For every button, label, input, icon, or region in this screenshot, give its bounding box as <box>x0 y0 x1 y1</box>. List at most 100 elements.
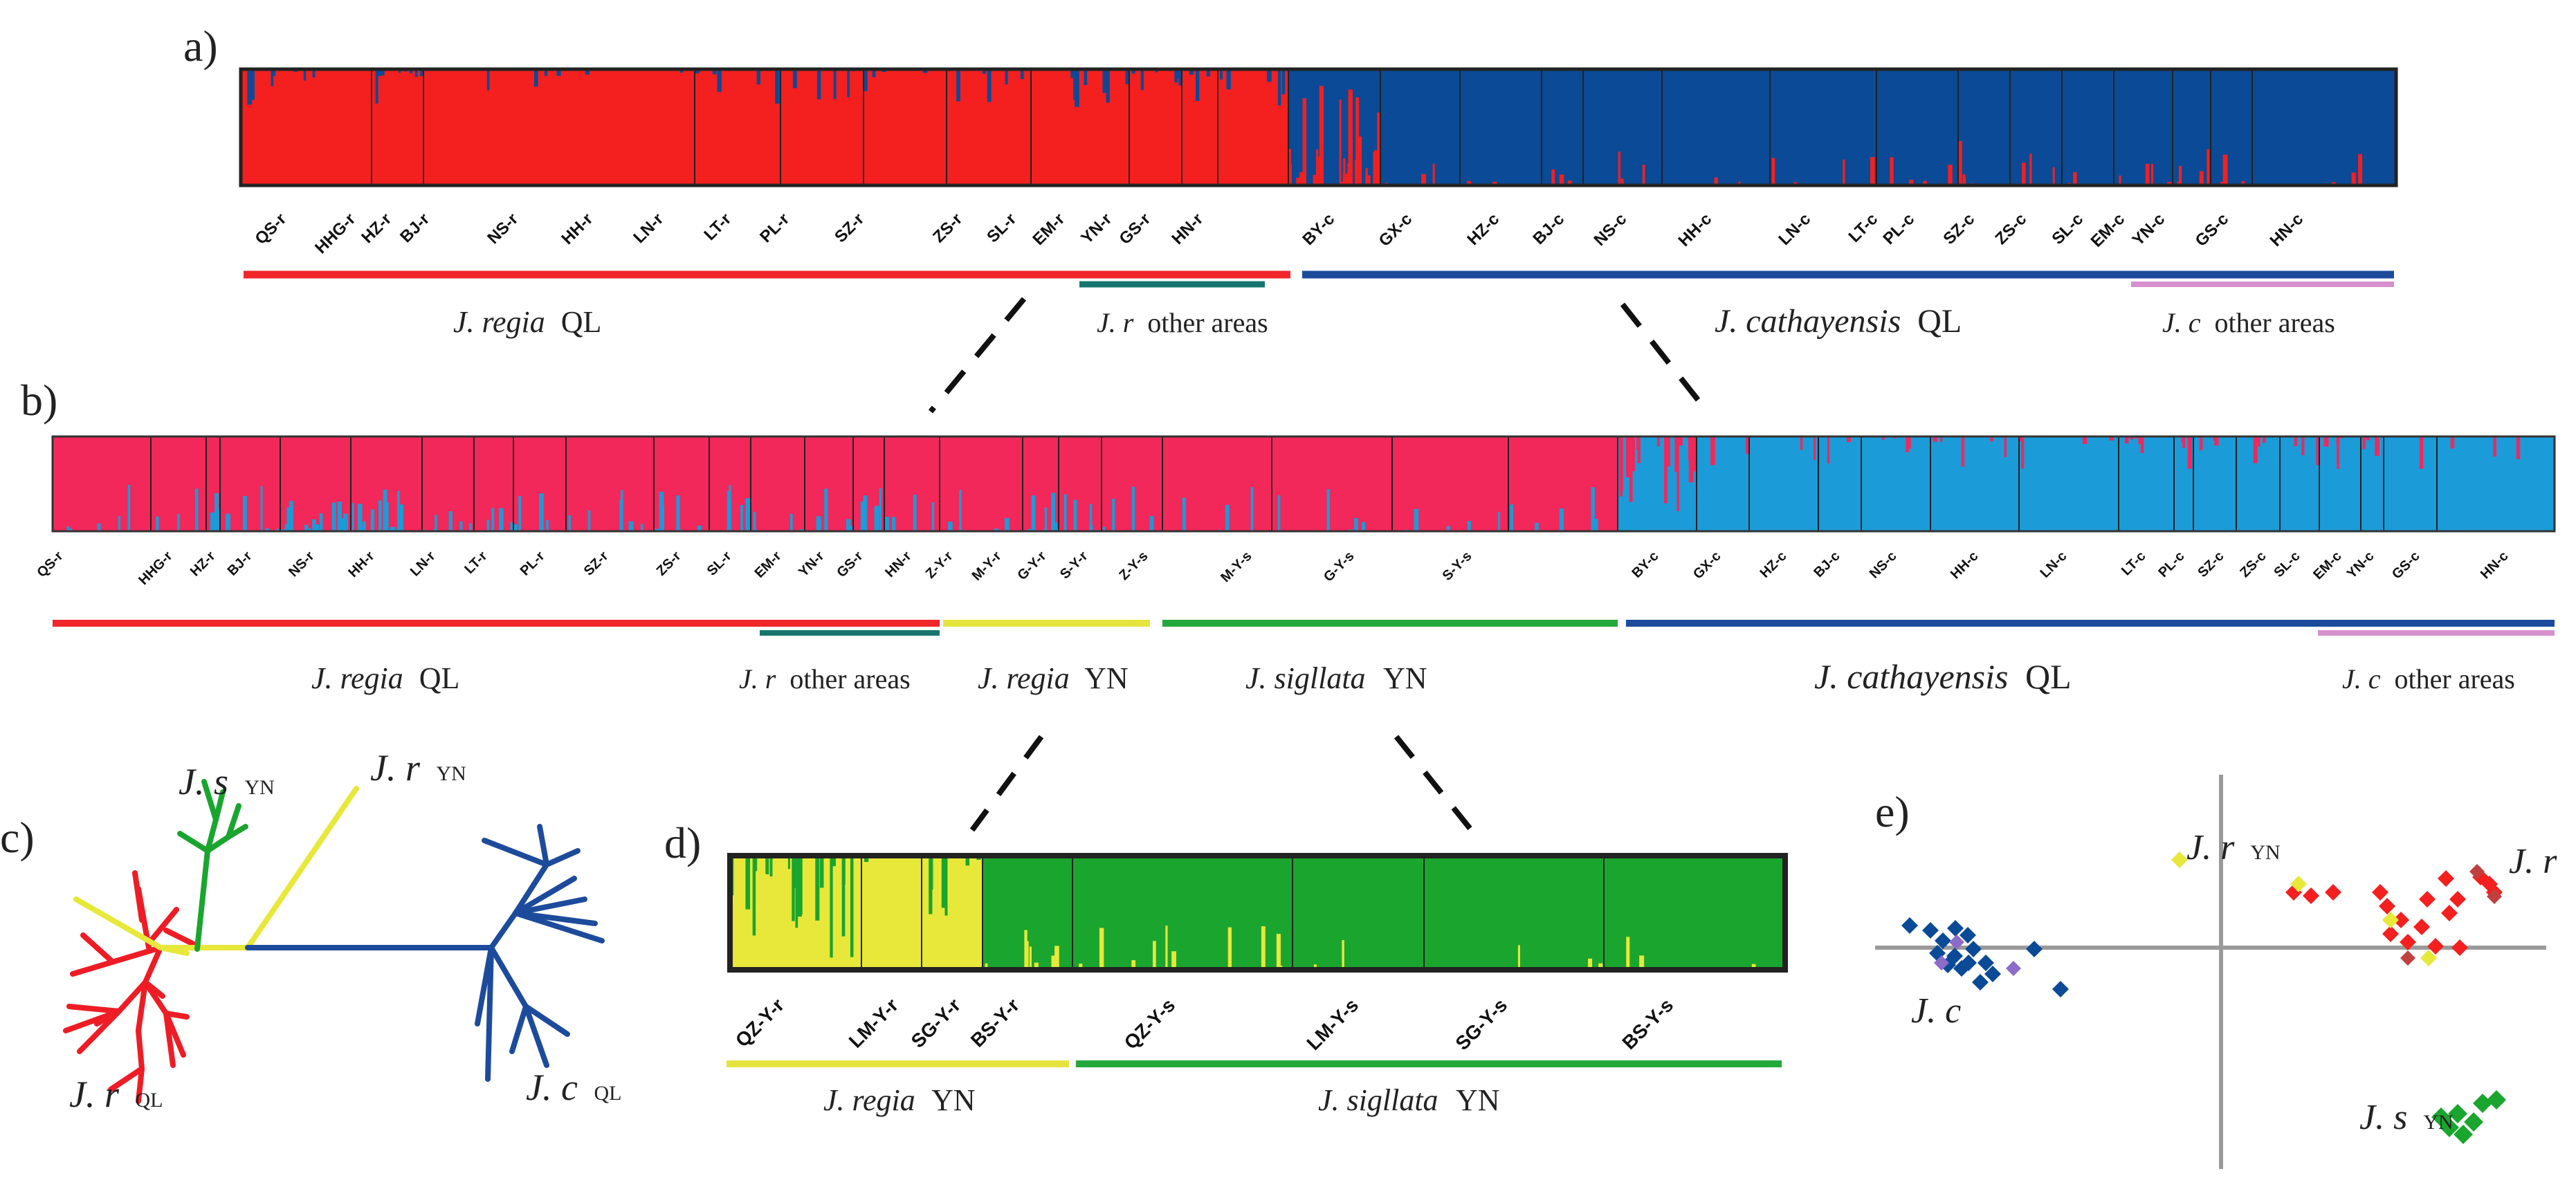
admixture-bar <box>118 516 120 531</box>
structure-segment <box>1182 69 1218 185</box>
admixture-bar <box>2294 436 2298 446</box>
admixture-bar <box>2140 436 2144 453</box>
admixture-bar <box>1688 436 1694 483</box>
structure-segment <box>1542 69 1583 185</box>
label-italic: J. c <box>2162 307 2201 338</box>
label-italic: J. c <box>526 1067 578 1108</box>
pop-label: S-Y-s <box>1440 549 1475 584</box>
structure-segment <box>566 436 654 531</box>
admixture-bar <box>469 523 472 531</box>
label-plain: YN <box>1383 661 1427 695</box>
tree-branch <box>108 1066 145 1092</box>
admixture-bar <box>1315 149 1319 185</box>
pop-label: YN-c <box>2128 210 2168 250</box>
tree-label-jr-ql: J. r QL <box>69 1074 163 1115</box>
admixture-bar <box>341 518 345 531</box>
label-italic: J. c <box>2342 663 2381 694</box>
admixture-bar <box>1374 150 1378 185</box>
panel-a-cathay-ql-label: J. cathayensis QL <box>1715 303 1962 340</box>
admixture-bar <box>1559 508 1564 531</box>
admixture-bar <box>1664 436 1668 504</box>
pcoa-point <box>1949 935 1964 950</box>
admixture-bar <box>1344 173 1348 185</box>
admixture-bar <box>1301 173 1306 185</box>
admixture-bar <box>1342 940 1344 970</box>
admixture-bar <box>824 488 828 531</box>
pop-label: SL-c <box>2271 549 2303 580</box>
admixture-bar <box>1365 168 1368 185</box>
admixture-bar <box>1029 946 1032 970</box>
admixture-bar <box>965 856 970 866</box>
pop-label: BJ-c <box>1529 210 1568 248</box>
pcoa-point <box>1947 920 1964 937</box>
admixture-bar <box>789 513 793 531</box>
admixture-bar <box>841 856 846 885</box>
tree-branch <box>73 896 163 950</box>
pop-label: BJ-r <box>225 549 255 579</box>
admixture-bar <box>1676 436 1679 466</box>
admixture-bar <box>1276 934 1281 970</box>
pop-label: BS-Y-s <box>1618 994 1678 1053</box>
tree-label-js-yn: J. s YN <box>179 761 275 802</box>
admixture-bar <box>272 69 276 76</box>
admixture-bar <box>1846 436 1851 443</box>
tree-branch <box>63 1009 122 1033</box>
admixture-bar <box>798 856 802 917</box>
admixture-bar <box>2316 436 2320 466</box>
label-italic: J. r <box>2186 828 2235 867</box>
admixture-bar <box>2119 175 2121 185</box>
admixture-bar <box>546 519 549 531</box>
structure-segment <box>2019 436 2119 531</box>
panel-b-regia-ql-label: J. regia QL <box>311 661 459 695</box>
admixture-bar <box>1377 112 1382 185</box>
pop-label: Z-Y-r <box>923 549 956 582</box>
admixture-bar <box>1679 436 1683 446</box>
admixture-bar <box>987 69 992 102</box>
pcoa-point <box>1901 917 1918 934</box>
admixture-bar <box>727 490 731 531</box>
tree-branch <box>136 1066 145 1104</box>
admixture-bar <box>1206 69 1210 77</box>
admixture-bar <box>2262 436 2266 443</box>
admixture-bar <box>1677 436 1679 512</box>
admixture-bar <box>271 69 274 86</box>
structure-segment <box>1162 436 1272 531</box>
admixture-bar <box>337 501 342 531</box>
label-italic: J. regia <box>978 661 1070 695</box>
pop-label: GX-c <box>1690 549 1724 582</box>
pcoa-label-jr: J. r <box>2509 842 2557 881</box>
structure-segment <box>53 436 151 531</box>
admixture-bar <box>1906 436 1911 449</box>
tree-branch <box>148 907 179 944</box>
admixture-bar <box>1171 951 1176 970</box>
pop-label: YN-r <box>796 549 828 580</box>
admixture-bar <box>393 528 397 531</box>
admixture-bar <box>1112 498 1115 531</box>
admixture-bar <box>1800 436 1803 450</box>
admixture-bar <box>1277 69 1281 106</box>
admixture-bar <box>1131 69 1135 74</box>
panel-a-letter: a) <box>183 21 218 71</box>
admixture-bar <box>913 495 917 531</box>
admixture-bar <box>1063 494 1067 531</box>
admixture-bar <box>1961 436 1965 467</box>
admixture-bar <box>929 856 933 914</box>
admixture-bar <box>860 501 865 531</box>
admixture-bar <box>242 496 247 531</box>
pop-label: HN-r <box>882 549 914 580</box>
admixture-bar <box>1373 151 1376 185</box>
admixture-bar <box>1226 69 1231 90</box>
label-plain: YN <box>1456 1083 1500 1117</box>
pop-label: LN-c <box>1775 210 1814 249</box>
admixture-bar <box>1367 175 1371 185</box>
pcoa-label-jr-yn: J. r YN <box>2186 828 2281 867</box>
pcoa-point <box>2171 852 2188 868</box>
admixture-bar <box>1339 100 1342 185</box>
panel-b-pop-labels: QS-r HHG-r HZ-r BJ-r NS-r HH-r LN-r LT-r PL-r SZ-… <box>34 549 2511 588</box>
structure-segment <box>780 69 864 185</box>
structure-segment <box>372 69 423 185</box>
admixture-bar <box>1227 927 1232 970</box>
tree-branch <box>177 831 210 854</box>
admixture-bar <box>2138 436 2141 444</box>
admixture-bar <box>409 69 413 73</box>
